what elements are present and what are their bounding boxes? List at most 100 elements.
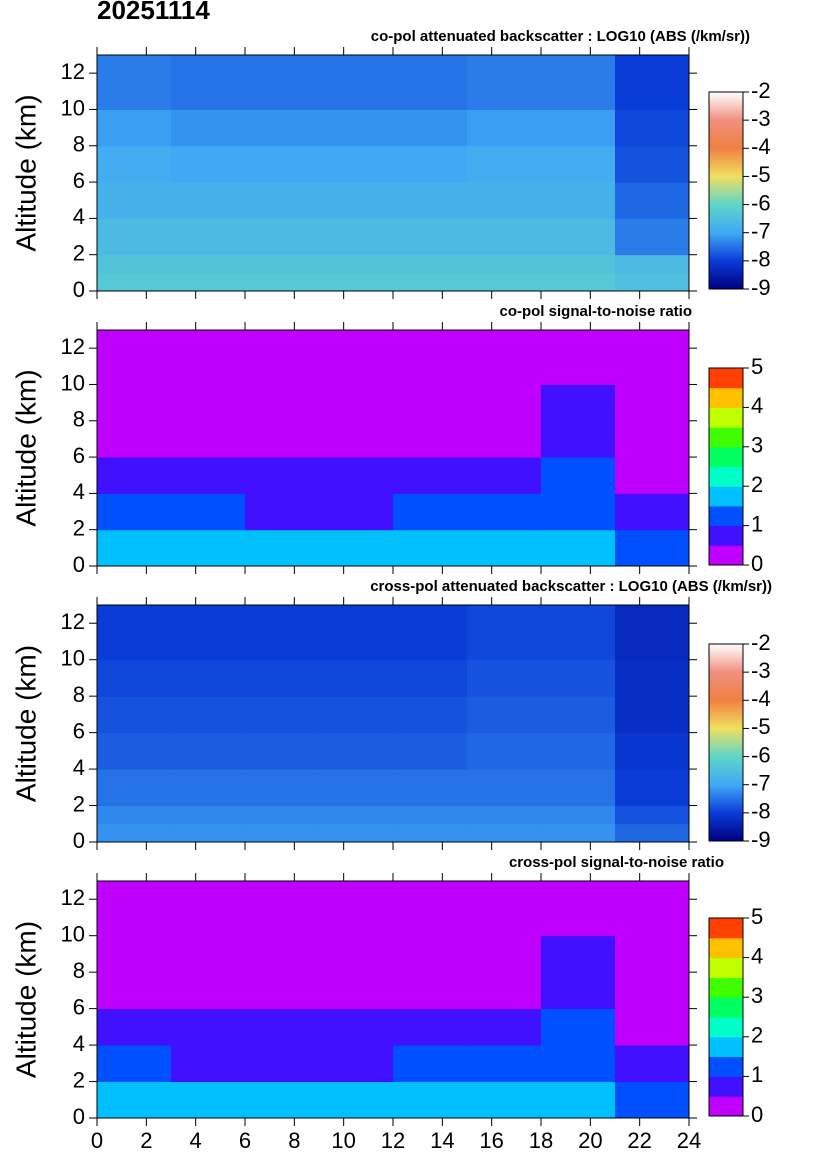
heatmap-cell <box>319 420 394 458</box>
heatmap-cell <box>245 420 320 458</box>
heatmap-cell <box>245 529 320 549</box>
colorbar-segment <box>709 427 743 448</box>
y-tick-label: 8 <box>73 958 85 983</box>
heatmap-cell <box>393 493 468 531</box>
heatmap-cell <box>171 1008 246 1046</box>
heatmap-cell <box>319 218 394 256</box>
y-tick-label: 8 <box>73 407 85 432</box>
colorbar-tick-label: -9 <box>751 827 771 852</box>
heatmap-cell <box>393 272 468 292</box>
heatmap-cell <box>319 881 394 937</box>
heatmap-cell <box>467 1045 542 1083</box>
heatmap-cell <box>467 145 542 183</box>
heatmap-cell <box>97 805 172 825</box>
heatmap-cell <box>615 1099 690 1119</box>
heatmap-cell <box>171 823 246 843</box>
x-tick-label: 20 <box>578 1128 602 1153</box>
heatmap-cell <box>245 823 320 843</box>
heatmap-cell <box>319 145 394 183</box>
colorbar-segment <box>709 545 743 566</box>
heatmap-cell <box>245 145 320 183</box>
heatmap-cell <box>171 529 246 549</box>
heatmap-cell <box>97 1045 172 1083</box>
heatmap-cell <box>467 330 542 385</box>
heatmap-cell <box>97 1008 172 1046</box>
colorbar-segment <box>709 937 743 959</box>
colorbar-tick-label: -7 <box>751 771 771 796</box>
heatmap-cell <box>541 145 616 183</box>
y-tick-label: 12 <box>61 609 85 634</box>
heatmap-cell <box>245 109 320 147</box>
heatmap-cell <box>467 493 542 531</box>
x-tick-label: 22 <box>627 1128 651 1153</box>
x-tick-label: 4 <box>190 1128 202 1153</box>
heatmap-cell <box>97 272 172 292</box>
y-tick-label: 10 <box>61 95 85 120</box>
heatmap-cell <box>97 55 172 110</box>
heatmap-cell <box>393 805 468 825</box>
heatmap-cell <box>393 935 468 973</box>
heatmap-cell <box>615 1008 690 1046</box>
heatmap-cell <box>97 109 172 147</box>
heatmap-cell <box>319 1081 394 1101</box>
heatmap-cell <box>245 1008 320 1046</box>
heatmap-cell <box>615 272 690 292</box>
heatmap-cell <box>467 182 542 219</box>
heatmap-cell <box>467 457 542 494</box>
y-tick-label: 4 <box>73 755 85 780</box>
heatmap-cell <box>245 1081 320 1101</box>
heatmap-cell <box>467 605 542 661</box>
heatmap-cell <box>171 732 246 770</box>
heatmap-cell <box>541 529 616 549</box>
heatmap-cell <box>319 529 394 549</box>
y-axis-label: Altitude (km) <box>10 94 41 251</box>
colorbar-tick-label: -5 <box>751 714 771 739</box>
colorbar-segment <box>709 1076 743 1097</box>
y-tick-label: 10 <box>61 646 85 671</box>
heatmap-cell <box>97 493 172 531</box>
panel-title: cross-pol signal-to-noise ratio <box>509 854 724 871</box>
colorbar-tick-label: 1 <box>751 1062 763 1087</box>
heatmap-cell <box>467 823 542 843</box>
y-tick-label: 8 <box>73 682 85 707</box>
heatmap-cell <box>615 972 690 1010</box>
heatmap-cell <box>615 529 690 549</box>
heatmap-cell <box>393 254 468 274</box>
heatmap-cell <box>245 732 320 770</box>
heatmap-cell <box>171 935 246 973</box>
x-tick-label: 14 <box>430 1128 454 1153</box>
heatmap-cell <box>393 529 468 549</box>
heatmap-cell <box>467 272 542 292</box>
heatmap-cell <box>171 1045 246 1083</box>
heatmap-cell <box>615 109 690 147</box>
heatmap-cell <box>393 330 468 385</box>
y-tick-label: 10 <box>61 922 85 947</box>
colorbar-tick-label: -8 <box>751 247 771 272</box>
heatmap-cell <box>171 696 246 734</box>
colorbar-segment <box>709 368 743 389</box>
heatmap-cell <box>97 972 172 1010</box>
heatmap-cell <box>467 881 542 937</box>
colorbar-tick-label: -5 <box>751 162 771 187</box>
heatmap-cell <box>171 1099 246 1119</box>
y-tick-label: 4 <box>73 479 85 504</box>
heatmap-cell <box>97 1099 172 1119</box>
heatmap-cell <box>393 109 468 147</box>
heatmap-cell <box>467 972 542 1010</box>
heatmap-cell <box>615 1045 690 1083</box>
heatmap-cell <box>541 420 616 458</box>
heatmap-cell <box>319 935 394 973</box>
heatmap-cell <box>541 218 616 256</box>
heatmap-cell <box>171 881 246 937</box>
heatmap-cell <box>541 1045 616 1083</box>
heatmap-cell <box>393 420 468 458</box>
heatmap-cell <box>171 272 246 292</box>
heatmap-cell <box>319 272 394 292</box>
heatmap-cell <box>97 1081 172 1101</box>
heatmap-cell <box>393 605 468 661</box>
heatmap-cell <box>615 1081 690 1101</box>
heatmap-cell <box>319 330 394 385</box>
heatmap-cell <box>245 881 320 937</box>
heatmap-cell <box>467 420 542 458</box>
